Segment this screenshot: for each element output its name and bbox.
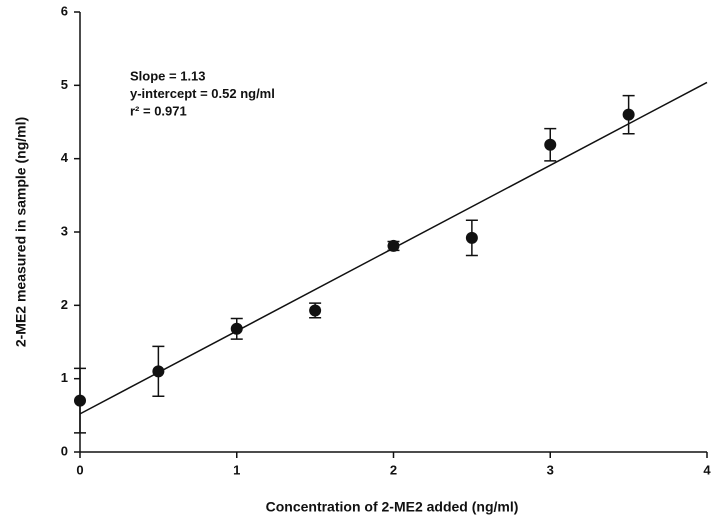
y-tick-label: 3: [61, 223, 68, 238]
x-tick-label: 1: [233, 462, 240, 477]
data-point: [544, 138, 557, 151]
data-point: [387, 239, 400, 252]
y-tick-label: 6: [61, 3, 68, 18]
x-tick-label: 4: [703, 462, 711, 477]
x-tick-label: 2: [390, 462, 397, 477]
data-point: [309, 304, 322, 317]
data-point: [465, 231, 478, 244]
y-tick-label: 0: [61, 443, 68, 458]
y-tick-label: 2: [61, 297, 68, 312]
y-tick-label: 1: [61, 370, 68, 385]
y-tick-label: 4: [61, 150, 69, 165]
x-tick-label: 0: [76, 462, 83, 477]
annotation: y-intercept = 0.52 ng/ml: [130, 86, 275, 101]
data-point: [230, 322, 243, 335]
data-point: [622, 108, 635, 121]
data-point: [152, 365, 165, 378]
x-tick-label: 3: [547, 462, 554, 477]
y-axis-label: 2-ME2 measured in sample (ng/ml): [13, 117, 29, 347]
annotation: r² = 0.971: [130, 103, 187, 118]
x-axis-label: Concentration of 2-ME2 added (ng/ml): [266, 499, 519, 515]
y-tick-label: 5: [61, 77, 68, 92]
annotation: Slope = 1.13: [130, 68, 206, 83]
data-point: [74, 394, 86, 407]
